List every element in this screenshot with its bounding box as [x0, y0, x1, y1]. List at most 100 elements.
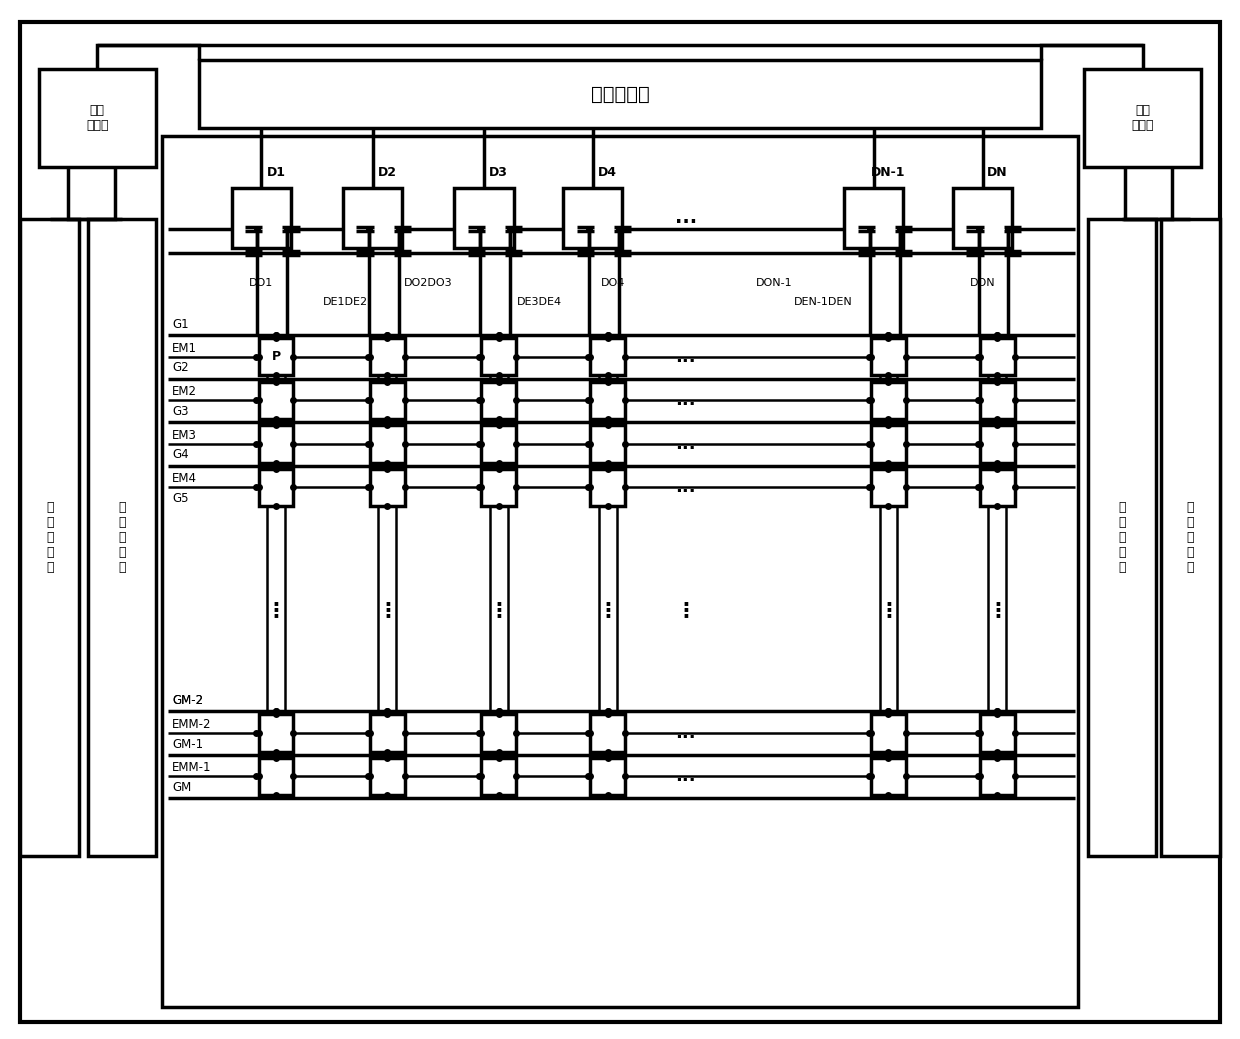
- Text: D2: D2: [378, 166, 397, 179]
- Bar: [590, 469, 625, 506]
- Text: GM-2: GM-2: [172, 694, 203, 708]
- Bar: [20, 219, 79, 856]
- Bar: [259, 714, 294, 751]
- Bar: [1087, 219, 1156, 856]
- Bar: [590, 757, 625, 795]
- Bar: [980, 381, 1014, 419]
- Bar: [370, 338, 404, 375]
- Bar: [370, 757, 404, 795]
- Bar: [454, 188, 513, 248]
- Text: ...: ...: [676, 435, 696, 453]
- Bar: [872, 469, 905, 506]
- Bar: [1084, 69, 1202, 167]
- Text: DO2DO3: DO2DO3: [404, 278, 453, 288]
- Bar: [590, 381, 625, 419]
- Text: G3: G3: [172, 405, 188, 418]
- Text: P: P: [272, 350, 280, 364]
- Text: ...: ...: [676, 768, 696, 785]
- Text: 数据驱动器: 数据驱动器: [590, 84, 650, 104]
- Text: G5: G5: [172, 492, 188, 505]
- Text: 扫
描
驱
动
器: 扫 描 驱 动 器: [1118, 501, 1126, 575]
- Text: 发
光
驱
动
器: 发 光 驱 动 器: [1187, 501, 1194, 575]
- Text: ⋮: ⋮: [675, 601, 696, 620]
- Text: GM: GM: [172, 781, 191, 794]
- Bar: [872, 757, 905, 795]
- Text: 扫
描
驱
动
器: 扫 描 驱 动 器: [118, 501, 125, 575]
- Text: ...: ...: [676, 478, 696, 497]
- Bar: [872, 714, 905, 751]
- Text: ⋮: ⋮: [265, 601, 286, 620]
- Bar: [259, 381, 294, 419]
- Bar: [980, 425, 1014, 462]
- Text: ...: ...: [676, 392, 696, 409]
- Text: GM-1: GM-1: [172, 738, 203, 750]
- Text: ...: ...: [676, 348, 696, 366]
- Bar: [370, 381, 404, 419]
- Text: G2: G2: [172, 362, 188, 374]
- Bar: [952, 188, 1012, 248]
- Bar: [563, 188, 622, 248]
- Text: 时序
控制器: 时序 控制器: [1131, 104, 1154, 132]
- Bar: [38, 69, 156, 167]
- Text: DN-1: DN-1: [872, 166, 905, 179]
- Bar: [1161, 219, 1220, 856]
- Bar: [200, 60, 1040, 128]
- Bar: [481, 381, 516, 419]
- Text: DN: DN: [987, 166, 1008, 179]
- Bar: [481, 469, 516, 506]
- Bar: [872, 338, 905, 375]
- Text: ⋮: ⋮: [878, 601, 899, 620]
- Bar: [259, 469, 294, 506]
- Bar: [259, 757, 294, 795]
- Text: DO1: DO1: [249, 278, 273, 288]
- Text: DON-1: DON-1: [756, 278, 792, 288]
- Bar: [980, 714, 1014, 751]
- Bar: [259, 338, 294, 375]
- Text: EM4: EM4: [172, 473, 197, 485]
- Bar: [844, 188, 903, 248]
- Text: 时序
控制器: 时序 控制器: [86, 104, 109, 132]
- Bar: [980, 757, 1014, 795]
- Text: ⋮: ⋮: [377, 601, 398, 620]
- Text: D1: D1: [267, 166, 285, 179]
- Bar: [481, 757, 516, 795]
- Bar: [370, 714, 404, 751]
- Text: ⋮: ⋮: [987, 601, 1008, 620]
- Bar: [590, 425, 625, 462]
- Bar: [481, 714, 516, 751]
- Text: DE3DE4: DE3DE4: [517, 297, 562, 307]
- Bar: [590, 338, 625, 375]
- Bar: [872, 425, 905, 462]
- Text: G4: G4: [172, 449, 188, 461]
- Text: D3: D3: [490, 166, 508, 179]
- Text: ...: ...: [676, 724, 696, 742]
- Bar: [88, 219, 156, 856]
- Bar: [980, 338, 1014, 375]
- Text: ⋮: ⋮: [598, 601, 618, 620]
- Text: D4: D4: [598, 166, 618, 179]
- Text: ...: ...: [675, 209, 697, 228]
- Text: DEN-1DEN: DEN-1DEN: [794, 297, 852, 307]
- Bar: [232, 188, 291, 248]
- Text: DE1DE2: DE1DE2: [322, 297, 368, 307]
- Bar: [259, 425, 294, 462]
- Text: ⋮: ⋮: [489, 601, 510, 620]
- Bar: [343, 188, 402, 248]
- Bar: [370, 469, 404, 506]
- Text: DO4: DO4: [600, 278, 625, 288]
- Text: GM-2: GM-2: [172, 694, 203, 708]
- Bar: [872, 381, 905, 419]
- Text: EM1: EM1: [172, 342, 197, 354]
- Bar: [370, 425, 404, 462]
- Bar: [481, 425, 516, 462]
- Text: EMM-1: EMM-1: [172, 762, 212, 774]
- Bar: [162, 136, 1078, 1007]
- Text: 发
光
驱
动
器: 发 光 驱 动 器: [46, 501, 53, 575]
- Text: EM2: EM2: [172, 385, 197, 398]
- Text: EM3: EM3: [172, 429, 197, 442]
- Bar: [590, 714, 625, 751]
- Text: G1: G1: [172, 318, 188, 330]
- Text: DON: DON: [970, 278, 996, 288]
- Text: EMM-2: EMM-2: [172, 718, 212, 730]
- Bar: [481, 338, 516, 375]
